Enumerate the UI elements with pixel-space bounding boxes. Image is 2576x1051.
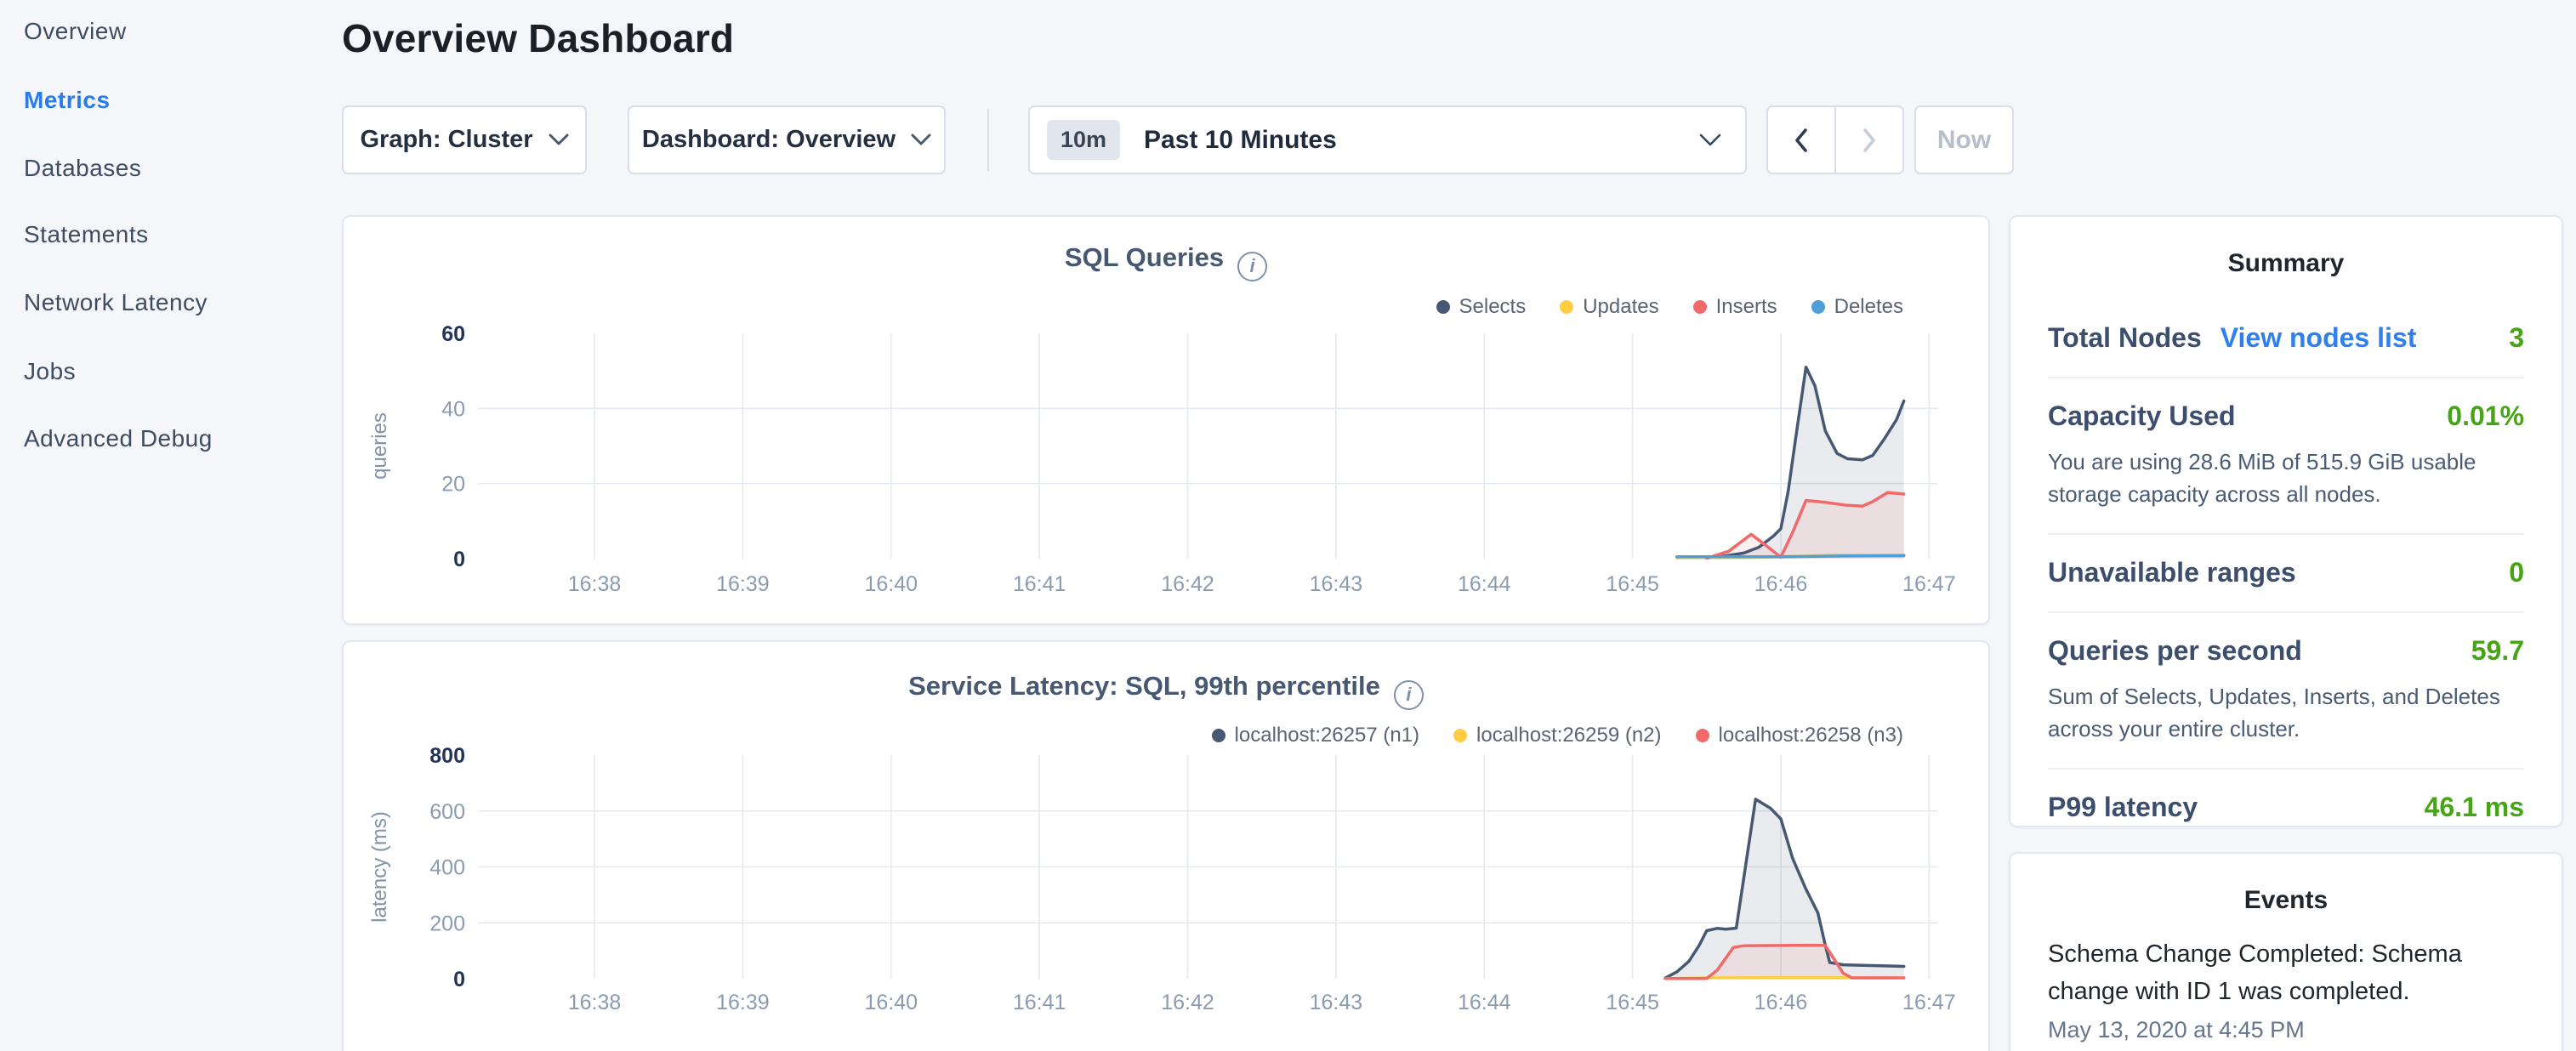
stat-p99-latency: P99 latency 46.1 ms <box>2048 770 2524 846</box>
sidebar-item-overview[interactable]: Overview <box>24 14 127 48</box>
x-axis-tick: 16:39 <box>716 991 770 1014</box>
x-axis-tick: 16:44 <box>1458 991 1511 1014</box>
stat-description: Sum of Selects, Updates, Inserts, and De… <box>2048 680 2538 745</box>
y-axis-tick: 800 <box>429 744 465 768</box>
stat-label: Total Nodes <box>2048 322 2202 354</box>
y-axis-tick: 600 <box>429 800 465 824</box>
sql-queries-chart-card: SQL Queriesi SelectsUpdatesInsertsDelete… <box>342 215 1990 625</box>
x-axis-tick: 16:40 <box>864 572 918 596</box>
x-axis-tick: 16:38 <box>568 572 622 596</box>
chevron-down-icon <box>549 134 569 146</box>
stat-total-nodes: Total Nodes View nodes list 3 <box>2048 300 2524 378</box>
service-latency-chart-card: Service Latency: SQL, 99th percentilei l… <box>342 640 1990 1051</box>
stat-capacity-used: Capacity Used 0.01% You are using 28.6 M… <box>2048 378 2524 535</box>
sidebar-item-statements[interactable]: Statements <box>24 218 149 252</box>
sql-queries-chart: 16:38 16:39 16:40 16:41 16:42 16:43 16:44 16:45… <box>344 217 1988 623</box>
x-axis-tick: 16:45 <box>1606 991 1659 1014</box>
y-axis-tick: 400 <box>429 856 465 880</box>
stat-label: P99 latency <box>2048 792 2198 823</box>
chevron-down-icon <box>911 134 931 146</box>
chevron-right-icon <box>1860 127 1879 154</box>
y-axis-unit-label: latency (ms) <box>368 811 391 923</box>
y-axis-tick: 0 <box>453 548 465 571</box>
stat-label: Capacity Used <box>2048 401 2236 432</box>
x-axis-tick: 16:47 <box>1902 572 1956 596</box>
x-axis-tick: 16:43 <box>1310 991 1363 1014</box>
time-step-forward-button[interactable] <box>1836 107 1902 173</box>
x-axis-tick: 16:40 <box>864 991 918 1014</box>
x-axis-tick: 16:41 <box>1013 991 1066 1014</box>
stat-unavailable-ranges: Unavailable ranges 0 <box>2048 535 2524 613</box>
controls-divider <box>987 109 989 171</box>
time-range-label: Past 10 Minutes <box>1144 126 1699 155</box>
stat-value: 46.1 ms <box>2425 792 2524 823</box>
time-range-dropdown[interactable]: 10m Past 10 Minutes <box>1028 105 1747 174</box>
chevron-down-icon <box>1699 134 1721 147</box>
x-axis-tick: 16:43 <box>1310 572 1363 596</box>
series-line-Deletes <box>1677 556 1904 557</box>
event-message: Schema Change Completed: Schema change w… <box>2048 935 2524 1010</box>
y-axis-unit-label: queries <box>368 412 391 480</box>
time-step-back-button[interactable] <box>1768 107 1836 173</box>
sidebar-item-databases[interactable]: Databases <box>24 151 141 185</box>
sidebar-item-jobs[interactable]: Jobs <box>24 355 76 389</box>
y-axis-tick: 0 <box>453 968 465 991</box>
y-axis-tick: 40 <box>441 397 465 421</box>
y-axis-tick: 200 <box>429 912 465 935</box>
graph-dropdown-label: Graph: Cluster <box>360 126 532 154</box>
x-axis-tick: 16:46 <box>1754 572 1808 596</box>
sidebar: Overview Metrics Databases Statements Ne… <box>0 0 315 1051</box>
page-title: Overview Dashboard <box>342 15 734 61</box>
sidebar-item-metrics[interactable]: Metrics <box>24 83 111 117</box>
now-button[interactable]: Now <box>1914 105 2014 174</box>
time-range-badge: 10m <box>1047 120 1120 160</box>
events-heading: Events <box>2010 886 2562 915</box>
service-latency-chart: 16:38 16:39 16:40 16:41 16:42 16:43 16:44 16:45… <box>344 642 1988 1051</box>
x-axis-tick: 16:42 <box>1161 991 1214 1014</box>
sidebar-item-network-latency[interactable]: Network Latency <box>24 286 208 320</box>
y-axis-tick: 60 <box>441 322 465 346</box>
stat-label: Queries per second <box>2048 635 2302 667</box>
dashboard-dropdown[interactable]: Dashboard: Overview <box>628 105 946 174</box>
x-axis-tick: 16:45 <box>1606 572 1659 596</box>
stat-queries-per-second: Queries per second 59.7 Sum of Selects, … <box>2048 613 2524 770</box>
view-nodes-list-link[interactable]: View nodes list <box>2221 322 2417 354</box>
x-axis-tick: 16:41 <box>1013 572 1066 596</box>
stat-value: 0 <box>2509 557 2524 588</box>
stat-label: Unavailable ranges <box>2048 557 2296 588</box>
x-axis-tick: 16:38 <box>568 991 622 1014</box>
stat-value: 59.7 <box>2471 635 2524 667</box>
x-axis-tick: 16:46 <box>1754 991 1808 1014</box>
summary-heading: Summary <box>2010 249 2562 278</box>
time-step-buttons <box>1766 105 1904 174</box>
stat-description: You are using 28.6 MiB of 515.9 GiB usab… <box>2048 446 2538 510</box>
stat-value: 0.01% <box>2447 401 2524 432</box>
x-axis-tick: 16:44 <box>1458 572 1511 596</box>
x-axis-tick: 16:42 <box>1161 572 1214 596</box>
event-timestamp: May 13, 2020 at 4:45 PM <box>2048 1017 2524 1043</box>
summary-panel: Summary Total Nodes View nodes list 3 Ca… <box>2009 215 2563 827</box>
dashboard-dropdown-label: Dashboard: Overview <box>642 126 896 154</box>
y-axis-tick: 20 <box>441 473 465 497</box>
sidebar-item-advanced-debug[interactable]: Advanced Debug <box>24 422 213 456</box>
stat-value: 3 <box>2509 322 2524 354</box>
x-axis-tick: 16:39 <box>716 572 770 596</box>
graph-dropdown[interactable]: Graph: Cluster <box>342 105 587 174</box>
x-axis-tick: 16:47 <box>1902 991 1956 1014</box>
events-panel: Events Schema Change Completed: Schema c… <box>2009 852 2563 1051</box>
chevron-left-icon <box>1792 127 1811 154</box>
